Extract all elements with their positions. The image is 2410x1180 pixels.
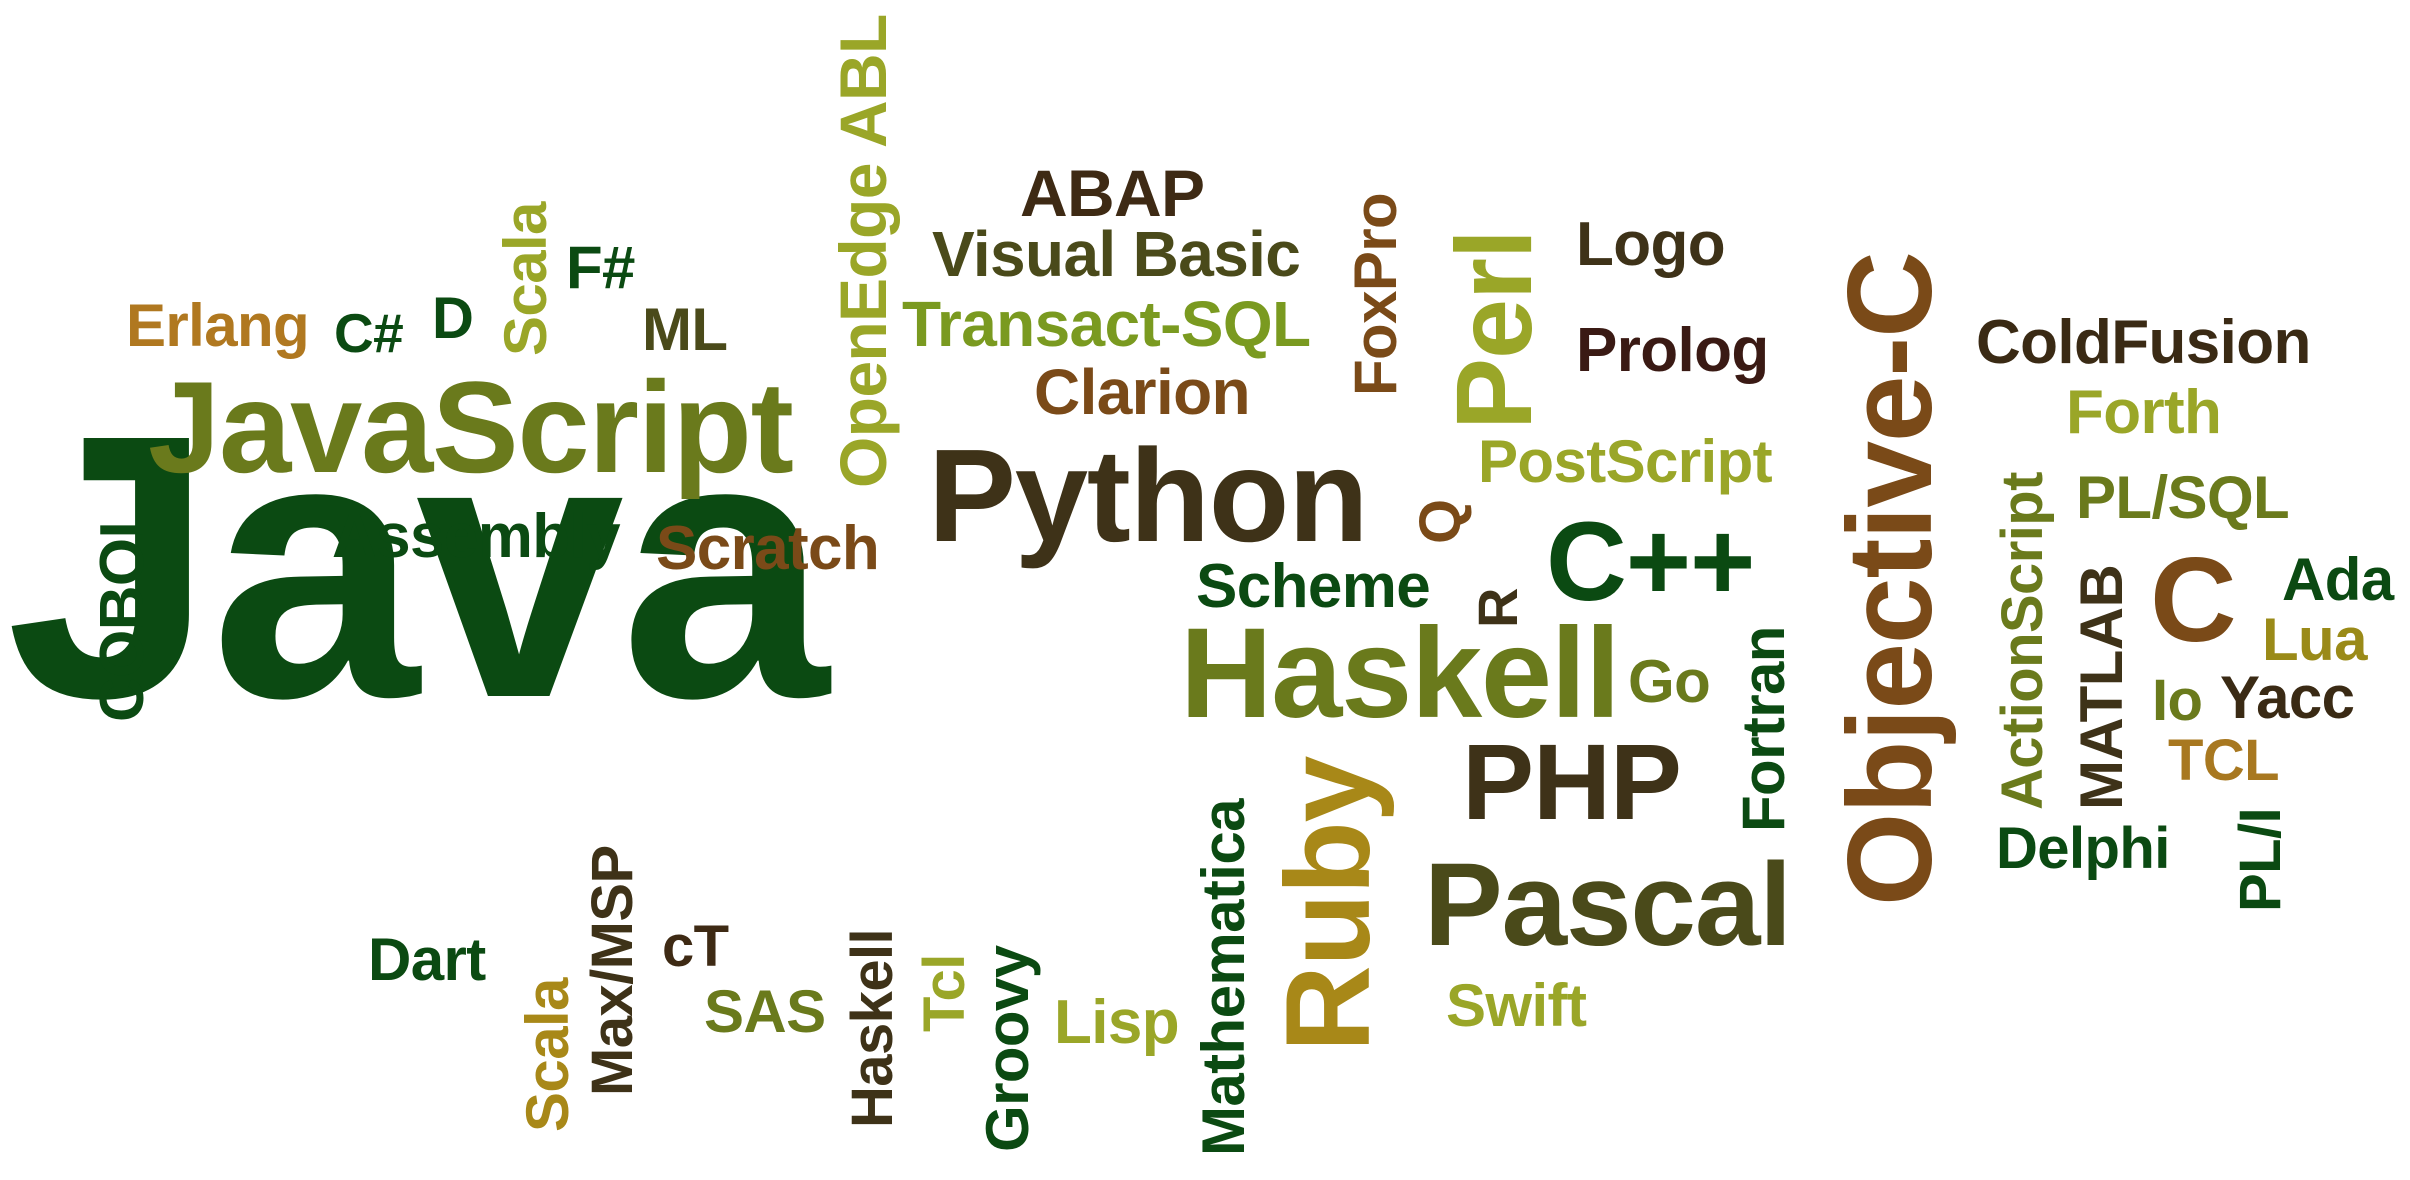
word-scala-bottom: Scala xyxy=(514,978,581,1132)
word-fortran: Fortran xyxy=(1730,626,1797,832)
word-groovy: Groovy xyxy=(974,945,1041,1152)
word-yacc: Yacc xyxy=(2220,664,2355,731)
word-plsql: PL/SQL xyxy=(2076,464,2290,531)
word-pascal: Pascal xyxy=(1424,839,1792,971)
word-logo: Logo xyxy=(1576,210,1726,279)
word-max-msp: Max/MSP xyxy=(580,845,645,1096)
word-pli: PL/I xyxy=(2228,807,2293,912)
word-visual-basic: Visual Basic xyxy=(932,218,1301,290)
word-javascript: JavaScript xyxy=(148,354,794,500)
word-swift: Swift xyxy=(1446,972,1587,1039)
word-lua: Lua xyxy=(2262,606,2367,673)
word-r: R xyxy=(1466,588,1529,628)
word-dart: Dart xyxy=(368,926,486,993)
word-fsharp: F# xyxy=(566,234,635,301)
word-d: D xyxy=(432,286,474,351)
word-python: Python xyxy=(928,422,1369,569)
word-erlang: Erlang xyxy=(126,292,310,359)
word-ada: Ada xyxy=(2282,546,2394,613)
word-ml: ML xyxy=(642,296,728,363)
word-php: PHP xyxy=(1462,721,1682,842)
word-abap: ABAP xyxy=(1020,156,1205,230)
word-go: Go xyxy=(1628,648,1711,715)
word-scratch: Scratch xyxy=(656,514,880,583)
word-haskell: Haskell xyxy=(1180,602,1621,745)
word-io: Io xyxy=(2152,668,2203,733)
word-q: Q xyxy=(1408,499,1473,544)
word-matlab: MATLAB xyxy=(2068,564,2135,810)
word-assembly: Assembly xyxy=(332,502,621,571)
word-postscript: PostScript xyxy=(1478,428,1773,495)
word-tcl: Tcl xyxy=(912,954,977,1032)
word-java: Java xyxy=(6,358,829,776)
word-sas: SAS xyxy=(704,978,826,1045)
word-cpp: C++ xyxy=(1546,499,1755,624)
word-lisp: Lisp xyxy=(1054,988,1180,1057)
word-ct: cT xyxy=(662,914,729,979)
word-cobol: COBOL xyxy=(88,501,157,722)
word-actionscript: ActionScript xyxy=(1990,472,2055,810)
word-forth: Forth xyxy=(2066,378,2222,447)
word-coldfusion: ColdFusion xyxy=(1976,308,2311,377)
word-perl: Perl xyxy=(1433,230,1554,430)
word-scheme: Scheme xyxy=(1196,552,1431,621)
word-ruby: Ruby xyxy=(1261,756,1395,1052)
word-tcl-caps: TCL xyxy=(2168,728,2280,793)
word-scala-top: Scala xyxy=(492,202,559,356)
word-clarion: Clarion xyxy=(1034,356,1251,428)
word-openedge-abl: OpenEdge ABL xyxy=(826,14,900,488)
word-foxpro: FoxPro xyxy=(1342,192,1409,396)
word-transact-sql: Transact-SQL xyxy=(902,288,1311,360)
word-c: C xyxy=(2150,533,2237,667)
word-delphi: Delphi xyxy=(1996,816,2170,881)
word-haskell-small: Haskell xyxy=(840,928,905,1128)
word-prolog: Prolog xyxy=(1576,316,1769,385)
word-csharp: C# xyxy=(334,302,404,364)
word-objective-c: Objective-C xyxy=(1823,252,1957,906)
word-mathematica: Mathematica xyxy=(1190,799,1257,1156)
